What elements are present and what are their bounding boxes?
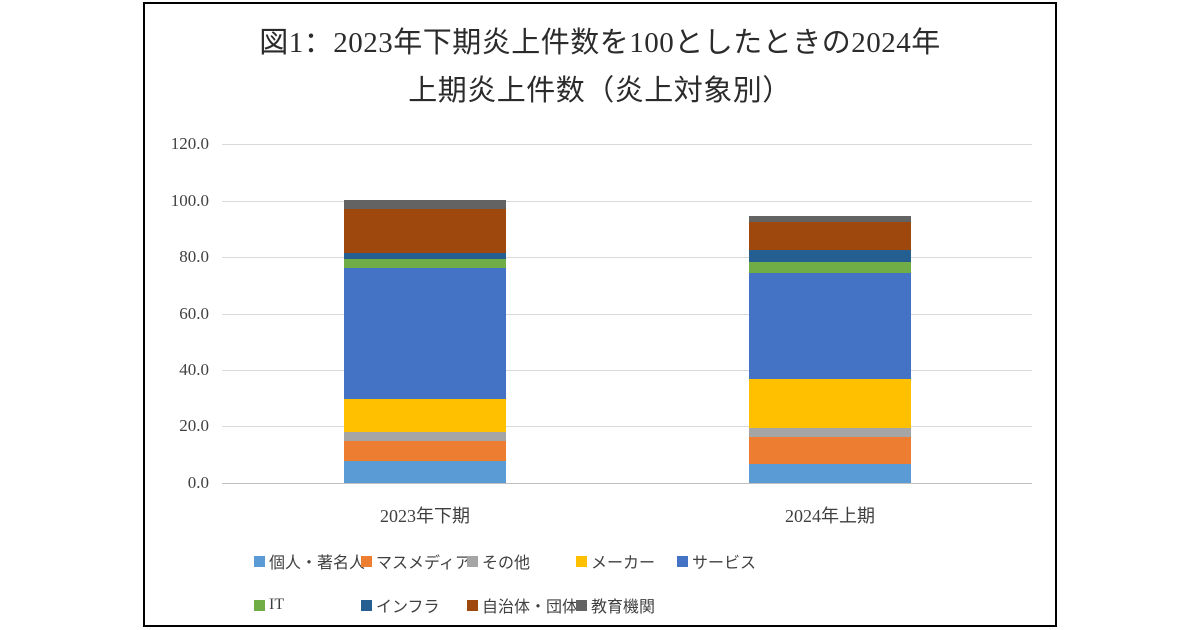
legend-item-IT: IT (254, 595, 284, 615)
legend-label: その他 (482, 555, 531, 572)
gridline (222, 257, 1032, 259)
bar-segment-個人・著名人-2023年下期 (344, 460, 506, 483)
y-tick-label: 100.0 (170, 190, 209, 210)
y-tick-label: 40.0 (179, 359, 209, 379)
gridline (222, 200, 1032, 202)
legend-swatch-icon (576, 555, 587, 567)
legend-item-インフラ: インフラ (361, 595, 440, 616)
bar-segment-教育機関-2024年上期 (749, 215, 911, 222)
y-tick-label: 60.0 (179, 303, 209, 323)
bar-segment-自治体・団体-2023年下期 (344, 209, 506, 253)
legend-item-メーカー: メーカー (576, 551, 656, 572)
bar-segment-メーカー-2024年上期 (749, 378, 911, 428)
category-label: 2023年下期 (380, 506, 470, 526)
bar-segment-その他-2023年下期 (344, 432, 506, 441)
legend-item-教育機関: 教育機関 (576, 595, 656, 616)
y-tick-label: 20.0 (179, 416, 209, 436)
legend-swatch-icon (254, 599, 265, 611)
legend-item-自治体・団体: 自治体・団体 (467, 595, 579, 616)
legend-item-個人・著名人: 個人・著名人 (254, 551, 366, 572)
bar-segment-インフラ-2024年上期 (749, 249, 911, 262)
legend-label: メーカー (591, 555, 656, 572)
bar-segment-インフラ-2023年下期 (344, 252, 506, 259)
category-label: 2024年上期 (785, 506, 875, 526)
y-tick-label: 80.0 (179, 247, 209, 267)
legend-label: 自治体・団体 (482, 599, 579, 616)
legend-swatch-icon (677, 555, 688, 567)
legend-label: マスメディア (376, 555, 471, 572)
legend-label: IT (269, 596, 285, 613)
bar-segment-マスメディア-2024年上期 (749, 436, 911, 464)
bar-segment-サービス-2024年上期 (749, 272, 911, 379)
legend-item-マスメディア: マスメディア (361, 551, 471, 572)
bar-segment-IT-2023年下期 (344, 258, 506, 268)
legend-label: インフラ (376, 599, 440, 616)
legend-swatch-icon (467, 555, 478, 567)
bar-segment-メーカー-2023年下期 (344, 398, 506, 433)
legend-label: 教育機関 (591, 599, 656, 616)
bar-segment-個人・著名人-2024年上期 (749, 463, 911, 483)
bar-segment-自治体・団体-2024年上期 (749, 221, 911, 250)
bar-segment-サービス-2023年下期 (344, 267, 506, 399)
y-tick-label: 120.0 (170, 134, 209, 154)
legend-item-その他: その他 (467, 551, 531, 572)
gridline (222, 144, 1032, 146)
y-tick-label: 0.0 (187, 472, 209, 492)
legend-label: サービス (692, 555, 757, 572)
legend-swatch-icon (254, 555, 265, 567)
chart-title-line-1: 図1：2023年下期炎上件数を100としたときの2024年 (259, 27, 941, 59)
legend-swatch-icon (361, 599, 372, 611)
bar-segment-教育機関-2023年下期 (344, 200, 506, 210)
legend-swatch-icon (467, 599, 478, 611)
gridline (222, 313, 1032, 315)
gridline (222, 369, 1032, 371)
legend-item-サービス: サービス (677, 551, 757, 572)
legend-label: 個人・著名人 (269, 555, 366, 572)
bar-segment-その他-2024年上期 (749, 427, 911, 437)
legend-swatch-icon (576, 599, 587, 611)
gridline (222, 426, 1032, 428)
legend-swatch-icon (361, 555, 372, 567)
chart-frame: 図1：2023年下期炎上件数を100としたときの2024年 上期炎上件数（炎上対… (143, 2, 1057, 627)
x-axis-line (222, 482, 1032, 484)
bar-segment-マスメディア-2023年下期 (344, 440, 506, 461)
chart-title-line-2: 上期炎上件数（炎上対象別） (408, 75, 792, 107)
bar-segment-IT-2024年上期 (749, 261, 911, 273)
